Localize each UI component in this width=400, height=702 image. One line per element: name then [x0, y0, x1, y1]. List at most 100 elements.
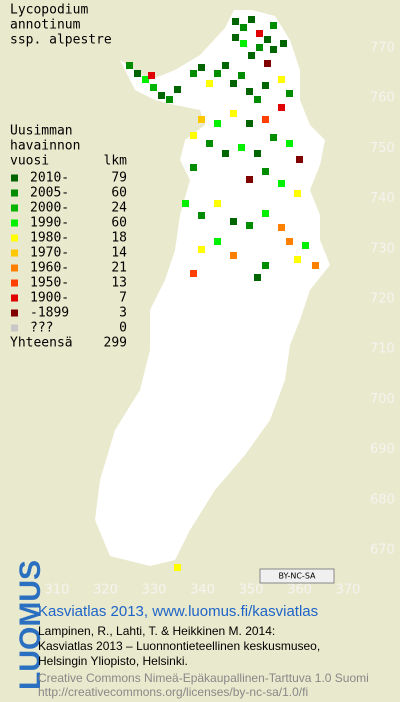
observation-square [278, 104, 285, 111]
observation-square [278, 180, 285, 187]
observation-square [286, 90, 293, 97]
observation-square [296, 156, 303, 163]
observation-square [232, 34, 239, 41]
y-grid-label: 760 [370, 91, 395, 106]
legend-label: 2010- [30, 171, 69, 186]
y-grid-label: 740 [370, 191, 395, 206]
y-grid-label: 680 [370, 492, 395, 507]
legend-swatch [11, 309, 18, 317]
observation-square [134, 70, 141, 77]
observation-square [222, 62, 229, 69]
legend-swatch [11, 324, 18, 332]
legend-heading: vuosi [10, 154, 49, 169]
observation-square [312, 262, 319, 269]
legend-label: 1960- [30, 261, 69, 276]
y-grid-label: 770 [370, 41, 395, 56]
observation-square [232, 18, 239, 25]
observation-square [206, 140, 213, 147]
observation-square [190, 270, 197, 277]
total-label: Yhteensä [10, 336, 73, 351]
legend-swatch [11, 204, 18, 212]
observation-square [246, 176, 253, 183]
observation-square [214, 200, 221, 207]
observation-square [240, 24, 247, 31]
finland-outline [95, 10, 330, 566]
observation-square [248, 16, 255, 23]
observation-square [148, 72, 155, 79]
observation-square [174, 86, 181, 93]
legend-count: 60 [111, 186, 127, 201]
legend-count: 0 [119, 321, 127, 336]
legend-swatch [11, 279, 18, 287]
citation: Lampinen, R., Lahti, T. & Heikkinen M. 2… [38, 624, 275, 638]
legend-label: -1899 [30, 306, 69, 321]
y-grid-label: 700 [370, 392, 395, 407]
legend-heading: lkm [104, 154, 128, 169]
observation-square [198, 246, 205, 253]
legend-label: 1950- [30, 276, 69, 291]
observation-square [262, 116, 269, 123]
x-grid-label: 310 [45, 583, 70, 598]
legend-label: ??? [30, 321, 53, 336]
observation-square [256, 44, 263, 51]
observation-square [230, 218, 237, 225]
x-grid-label: 330 [142, 583, 167, 598]
observation-square [256, 30, 263, 37]
observation-square [198, 212, 205, 219]
license: Creative Commons Nimeä-Epäkaupallinen-Ta… [38, 671, 369, 685]
observation-square [182, 200, 189, 207]
observation-square [198, 116, 205, 123]
legend-count: 7 [119, 291, 127, 306]
citation: Helsingin Yliopisto, Helsinki. [38, 654, 188, 668]
observation-square [166, 96, 173, 103]
legend-count: 14 [111, 246, 127, 261]
legend-swatch [11, 219, 18, 227]
legend-swatch [11, 234, 18, 242]
observation-square [262, 262, 269, 269]
observation-square [150, 84, 157, 91]
legend-heading: Uusimman [10, 124, 73, 139]
y-grid-label: 750 [370, 141, 395, 156]
legend-count: 21 [111, 261, 127, 276]
legend-label: 2000- [30, 201, 69, 216]
observation-square [142, 76, 149, 83]
observation-square [198, 64, 205, 71]
legend-swatch [11, 264, 18, 272]
observation-square [126, 62, 133, 69]
legend-label: 1900- [30, 291, 69, 306]
y-grid-label: 690 [370, 442, 395, 457]
observation-square [222, 150, 229, 157]
legend-label: 2005- [30, 186, 69, 201]
observation-square [278, 76, 285, 83]
observation-square [190, 132, 197, 139]
legend-count: 18 [111, 231, 127, 246]
legend-count: 79 [111, 171, 127, 186]
legend-swatch [11, 189, 18, 197]
observation-square [302, 242, 309, 249]
observation-square [240, 40, 247, 47]
observation-square [254, 150, 261, 157]
observation-square [158, 92, 165, 99]
legend-count: 13 [111, 276, 127, 291]
legend-swatch [11, 249, 18, 257]
observation-square [294, 256, 301, 263]
x-grid-label: 320 [93, 583, 118, 598]
x-grid-label: 370 [336, 583, 361, 598]
observation-square [270, 134, 277, 141]
observation-square [254, 96, 261, 103]
observation-square [230, 80, 237, 87]
legend-count: 60 [111, 216, 127, 231]
observation-square [262, 82, 269, 89]
legend-heading: havainnon [10, 139, 80, 154]
legend-label: 1980- [30, 231, 69, 246]
legend-label: 1970- [30, 246, 69, 261]
license[interactable]: http://creativecommons.org/licenses/by-n… [38, 685, 308, 699]
legend-count: 3 [119, 306, 127, 321]
observation-square [286, 238, 293, 245]
title: annotinum [10, 18, 81, 33]
observation-square [278, 224, 285, 231]
y-grid-label: 670 [370, 543, 395, 558]
observation-square [280, 40, 287, 47]
observation-square [238, 72, 245, 79]
link[interactable]: Kasviatlas 2013, www.luomus.fi/kasviatla… [38, 603, 318, 620]
